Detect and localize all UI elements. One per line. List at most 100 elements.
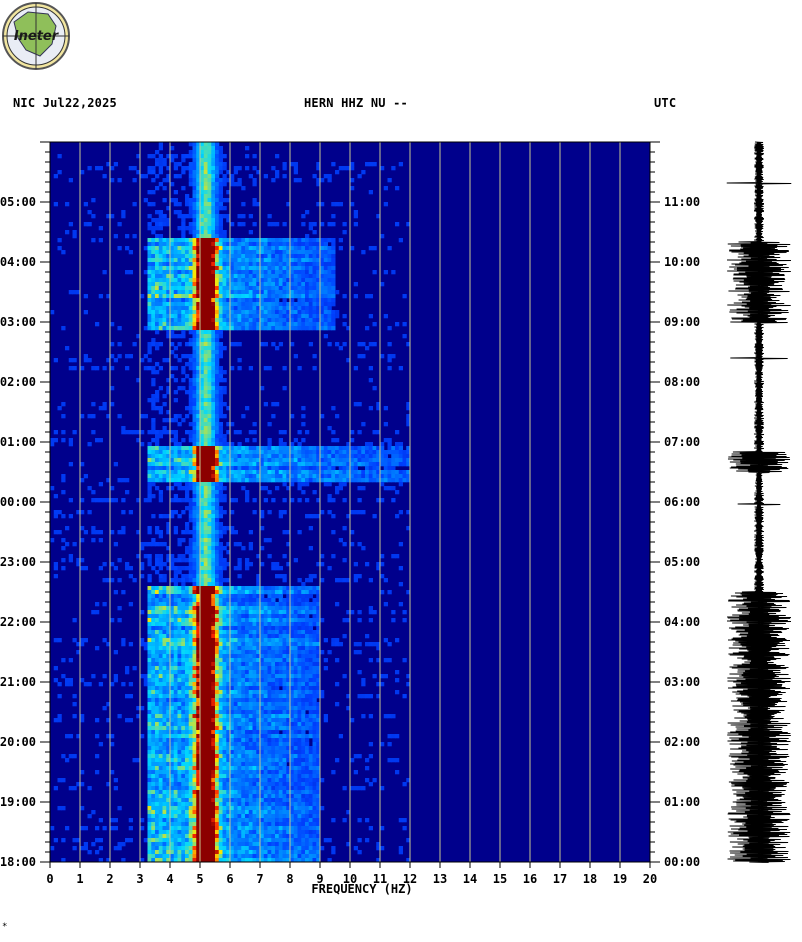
heatmap-cell [192, 306, 197, 311]
heatmap-cell [346, 478, 351, 483]
heatmap-cell [53, 430, 58, 435]
heatmap-cell [192, 314, 197, 319]
heatmap-cell [256, 262, 261, 267]
heatmap-cell [192, 258, 197, 263]
heatmap-cell [256, 478, 261, 483]
heatmap-cell [185, 662, 190, 667]
heatmap-cell [308, 610, 313, 615]
heatmap-cell [312, 466, 317, 471]
heatmap-cell [207, 562, 212, 567]
heatmap-cell [256, 314, 261, 319]
heatmap-cell [230, 654, 235, 659]
heatmap-cell [387, 462, 392, 467]
heatmap-cell [305, 654, 310, 659]
heatmap-cell [203, 506, 208, 511]
heatmap-cell [297, 178, 302, 183]
heatmap-cell [177, 474, 182, 479]
heatmap-cell [173, 598, 178, 603]
heatmap-cell [162, 446, 167, 451]
heatmap-cell [256, 462, 261, 467]
heatmap-cell [158, 618, 163, 623]
heatmap-cell [383, 454, 388, 459]
heatmap-cell [80, 170, 85, 175]
heatmap-cell [181, 694, 186, 699]
heatmap-cell [323, 266, 328, 271]
heatmap-cell [203, 182, 208, 187]
heatmap-cell [275, 486, 280, 491]
heatmap-cell [290, 414, 295, 419]
heatmap-cell [151, 170, 156, 175]
heatmap-cell [368, 618, 373, 623]
heatmap-cell [218, 674, 223, 679]
heatmap-cell [215, 518, 220, 523]
heatmap-cell [361, 474, 366, 479]
heatmap-cell [166, 690, 171, 695]
heatmap-cell [237, 358, 242, 363]
heatmap-cell [177, 422, 182, 427]
heatmap-cell [305, 590, 310, 595]
heatmap-cell [91, 402, 96, 407]
heatmap-cell [203, 386, 208, 391]
heatmap-cell [147, 214, 152, 219]
heatmap-cell [308, 646, 313, 651]
heatmap-cell [185, 678, 190, 683]
heatmap-cell [275, 702, 280, 707]
heatmap-cell [275, 690, 280, 695]
heatmap-cell [218, 402, 223, 407]
heatmap-cell [233, 342, 238, 347]
heatmap-cell [365, 634, 370, 639]
heatmap-cell [241, 546, 246, 551]
heatmap-cell [147, 578, 152, 583]
heatmap-cell [158, 670, 163, 675]
heatmap-cell [275, 602, 280, 607]
heatmap-cell [185, 202, 190, 207]
heatmap-cell [237, 290, 242, 295]
heatmap-cell [226, 646, 231, 651]
heatmap-cell [365, 442, 370, 447]
heatmap-cell [211, 470, 216, 475]
heatmap-cell [263, 282, 268, 287]
heatmap-cell [335, 310, 340, 315]
heatmap-cell [226, 686, 231, 691]
heatmap-cell [222, 586, 227, 591]
heatmap-cell [196, 350, 201, 355]
heatmap-cell [211, 462, 216, 467]
heatmap-cell [207, 434, 212, 439]
heatmap-cell [215, 346, 220, 351]
heatmap-cell [338, 450, 343, 455]
heatmap-cell [267, 678, 272, 683]
heatmap-cell [230, 478, 235, 483]
heatmap-cell [361, 470, 366, 475]
heatmap-cell [211, 186, 216, 191]
heatmap-cell [207, 686, 212, 691]
heatmap-cell [147, 638, 152, 643]
heatmap-cell [170, 678, 175, 683]
heatmap-cell [226, 474, 231, 479]
heatmap-cell [203, 310, 208, 315]
heatmap-cell [316, 646, 321, 651]
heatmap-cell [155, 254, 160, 259]
heatmap-cell [327, 446, 332, 451]
heatmap-cell [335, 490, 340, 495]
heatmap-cell [230, 182, 235, 187]
heatmap-cell [406, 402, 411, 407]
heatmap-cell [117, 178, 122, 183]
heatmap-cell [346, 166, 351, 171]
heatmap-cell [211, 310, 216, 315]
heatmap-cell [248, 314, 253, 319]
heatmap-cell [308, 654, 313, 659]
heatmap-cell [106, 642, 111, 647]
heatmap-cell [387, 442, 392, 447]
heatmap-cell [192, 214, 197, 219]
heatmap-cell [192, 334, 197, 339]
heatmap-cell [361, 450, 366, 455]
heatmap-cell [320, 466, 325, 471]
heatmap-cell [147, 314, 152, 319]
heatmap-cell [211, 570, 216, 575]
heatmap-cell [278, 638, 283, 643]
heatmap-cell [342, 222, 347, 227]
heatmap-cell [290, 638, 295, 643]
heatmap-cell [177, 470, 182, 475]
heatmap-cell [76, 650, 81, 655]
heatmap-cell [327, 266, 332, 271]
